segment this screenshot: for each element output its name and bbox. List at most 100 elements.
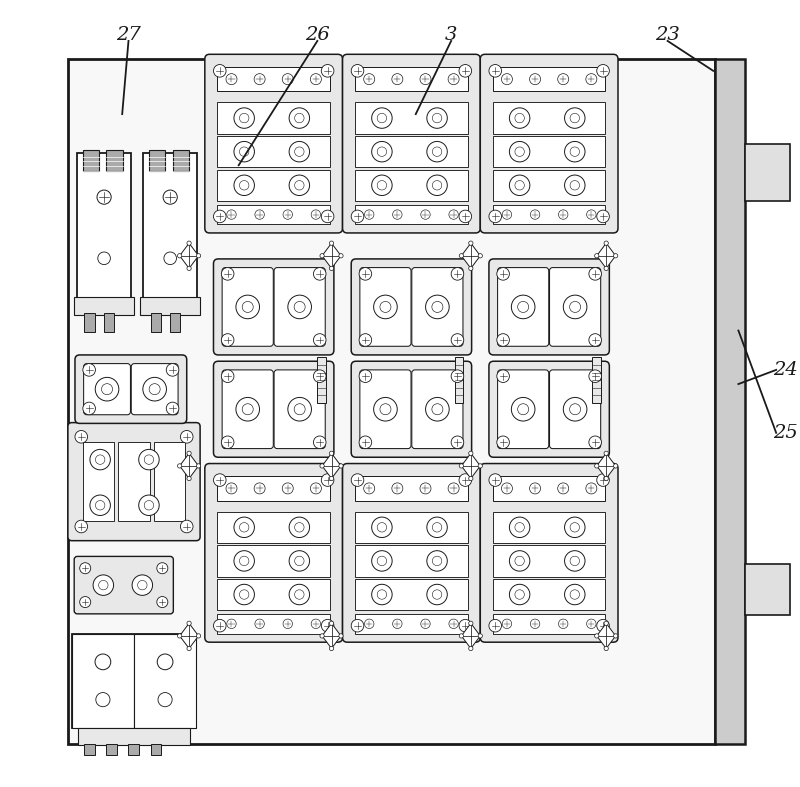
Circle shape bbox=[322, 619, 334, 632]
Bar bbox=[355, 67, 468, 91]
Circle shape bbox=[294, 556, 304, 566]
Circle shape bbox=[570, 301, 581, 312]
Circle shape bbox=[239, 556, 249, 566]
FancyBboxPatch shape bbox=[412, 268, 463, 346]
Circle shape bbox=[515, 523, 524, 532]
Bar bbox=[72, 634, 196, 728]
Circle shape bbox=[604, 476, 608, 481]
Circle shape bbox=[322, 65, 334, 77]
Circle shape bbox=[510, 142, 530, 162]
Circle shape bbox=[420, 74, 431, 85]
Circle shape bbox=[95, 654, 110, 670]
FancyBboxPatch shape bbox=[214, 259, 334, 355]
Circle shape bbox=[432, 404, 443, 415]
Circle shape bbox=[166, 402, 179, 415]
Circle shape bbox=[421, 210, 430, 220]
Circle shape bbox=[565, 517, 585, 538]
Circle shape bbox=[589, 268, 602, 280]
Circle shape bbox=[478, 253, 482, 258]
Circle shape bbox=[178, 253, 182, 258]
Circle shape bbox=[359, 334, 372, 346]
FancyBboxPatch shape bbox=[205, 464, 342, 642]
Bar bbox=[68, 59, 715, 744]
Circle shape bbox=[469, 646, 473, 651]
Bar bbox=[355, 170, 468, 201]
Circle shape bbox=[144, 501, 154, 510]
FancyBboxPatch shape bbox=[360, 268, 411, 346]
Circle shape bbox=[239, 589, 249, 599]
Circle shape bbox=[432, 589, 442, 599]
FancyBboxPatch shape bbox=[498, 370, 549, 449]
Circle shape bbox=[518, 301, 529, 312]
Circle shape bbox=[289, 108, 310, 128]
Circle shape bbox=[214, 210, 226, 223]
Circle shape bbox=[226, 619, 236, 629]
Circle shape bbox=[222, 370, 234, 382]
Circle shape bbox=[138, 449, 159, 470]
FancyBboxPatch shape bbox=[498, 268, 549, 346]
Circle shape bbox=[222, 334, 234, 346]
Circle shape bbox=[282, 483, 294, 494]
Circle shape bbox=[93, 575, 114, 595]
Circle shape bbox=[432, 180, 442, 190]
Text: 26: 26 bbox=[305, 27, 330, 44]
Bar bbox=[593, 357, 601, 403]
Circle shape bbox=[558, 74, 569, 85]
Circle shape bbox=[392, 483, 403, 494]
Circle shape bbox=[530, 483, 541, 494]
Circle shape bbox=[322, 210, 334, 223]
Circle shape bbox=[511, 397, 535, 421]
Bar bbox=[493, 170, 606, 201]
Circle shape bbox=[196, 634, 201, 638]
FancyBboxPatch shape bbox=[489, 361, 610, 457]
Circle shape bbox=[594, 464, 599, 468]
Circle shape bbox=[497, 436, 510, 449]
Circle shape bbox=[530, 619, 540, 629]
Circle shape bbox=[380, 301, 391, 312]
Circle shape bbox=[604, 241, 608, 246]
Circle shape bbox=[289, 517, 310, 538]
Circle shape bbox=[98, 252, 110, 264]
Text: 25: 25 bbox=[774, 424, 798, 442]
Circle shape bbox=[239, 180, 249, 190]
Bar bbox=[493, 102, 606, 134]
Circle shape bbox=[80, 597, 90, 608]
Circle shape bbox=[330, 241, 334, 246]
Circle shape bbox=[497, 334, 510, 346]
Bar bbox=[106, 150, 123, 171]
Bar bbox=[150, 744, 161, 755]
Bar bbox=[218, 512, 330, 543]
Circle shape bbox=[75, 520, 87, 533]
Circle shape bbox=[502, 74, 513, 85]
Circle shape bbox=[459, 619, 472, 632]
FancyBboxPatch shape bbox=[68, 423, 200, 541]
Bar bbox=[85, 313, 94, 332]
Circle shape bbox=[255, 619, 264, 629]
Circle shape bbox=[427, 517, 447, 538]
Circle shape bbox=[80, 563, 90, 574]
Circle shape bbox=[283, 619, 293, 629]
Circle shape bbox=[234, 142, 254, 162]
FancyBboxPatch shape bbox=[205, 54, 342, 233]
Circle shape bbox=[310, 483, 322, 494]
Circle shape bbox=[289, 584, 310, 604]
Circle shape bbox=[311, 210, 321, 220]
Circle shape bbox=[377, 180, 386, 190]
Circle shape bbox=[294, 180, 304, 190]
Circle shape bbox=[489, 210, 502, 223]
Circle shape bbox=[149, 383, 160, 394]
Circle shape bbox=[510, 551, 530, 571]
Circle shape bbox=[351, 474, 364, 486]
Circle shape bbox=[320, 253, 324, 258]
Bar bbox=[83, 150, 99, 171]
Circle shape bbox=[372, 517, 392, 538]
Bar bbox=[218, 579, 330, 610]
Bar bbox=[106, 744, 117, 755]
Circle shape bbox=[570, 589, 579, 599]
Circle shape bbox=[351, 210, 364, 223]
Circle shape bbox=[502, 483, 513, 494]
Circle shape bbox=[432, 147, 442, 157]
Circle shape bbox=[314, 268, 326, 280]
Circle shape bbox=[510, 517, 530, 538]
Circle shape bbox=[365, 619, 374, 629]
